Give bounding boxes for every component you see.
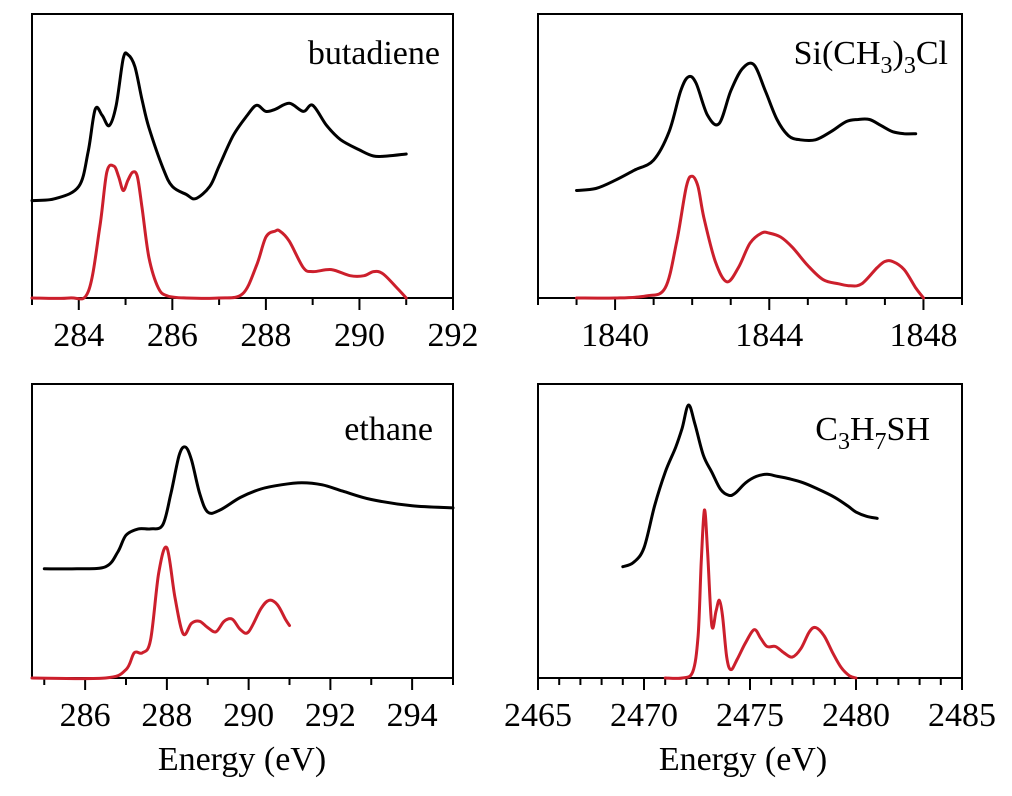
label-part: ) xyxy=(893,35,904,72)
series-group xyxy=(621,403,879,680)
label-part: C xyxy=(815,411,838,448)
series-line-black xyxy=(30,51,408,203)
label-part: Si(CH xyxy=(794,35,881,72)
series-line-red xyxy=(663,508,858,680)
x-tick-label: 286 xyxy=(147,317,198,354)
series-group xyxy=(30,51,408,301)
series-line-black xyxy=(621,403,879,569)
series-line-red xyxy=(30,545,291,681)
label-part: H xyxy=(850,411,875,448)
plot-frame xyxy=(537,13,963,299)
chart-label-ethane: ethane xyxy=(344,411,433,448)
x-axis-ticks: 2465 2470 2475 2480 2485 xyxy=(504,678,996,734)
series-group xyxy=(575,61,925,300)
chart-c3h7sh: 2465 2470 2475 2480 2485 C3H7SH Energy (eV) xyxy=(504,383,996,778)
chart-ethane: 286 288 290 292 294 ethane Energy (eV) xyxy=(30,383,455,778)
series-group xyxy=(30,445,455,681)
plot-frame xyxy=(31,13,454,299)
x-axis-title: Energy (eV) xyxy=(158,741,326,778)
x-tick-label: 2485 xyxy=(928,697,996,734)
chart-sich3-3cl: 1840 1844 1848 Si(CH3)3Cl xyxy=(537,13,963,354)
x-tick-label: 290 xyxy=(223,697,274,734)
x-tick-label: 1844 xyxy=(735,317,803,354)
series-line-black xyxy=(575,61,918,192)
x-tick-label: 294 xyxy=(387,697,438,734)
x-tick-label: 288 xyxy=(240,317,291,354)
label-part: SH xyxy=(887,411,930,448)
chart-label-butadiene: butadiene xyxy=(308,35,440,72)
x-tick-label: 288 xyxy=(141,697,192,734)
x-tick-label: 292 xyxy=(305,697,356,734)
plot-frame xyxy=(31,383,454,679)
label-part: Cl xyxy=(916,35,948,72)
x-axis-ticks: 286 288 290 292 294 xyxy=(43,678,454,734)
x-tick-label: 1840 xyxy=(581,317,649,354)
series-line-red xyxy=(575,174,925,300)
label-subscript: 3 xyxy=(904,53,916,79)
label-subscript: 3 xyxy=(838,429,850,455)
x-tick-label: 2470 xyxy=(610,697,678,734)
x-tick-label: 1848 xyxy=(889,317,957,354)
x-axis-ticks: 284 286 288 290 292 xyxy=(31,298,479,354)
label-subscript: 7 xyxy=(875,429,887,455)
x-tick-label: 2480 xyxy=(822,697,890,734)
chart-label-c3h7sh: C3H7SH xyxy=(815,411,930,455)
label-subscript: 3 xyxy=(881,53,893,79)
x-tick-label: 2465 xyxy=(504,697,572,734)
x-tick-label: 286 xyxy=(60,697,111,734)
x-axis-ticks: 1840 1844 1848 xyxy=(537,298,963,354)
chart-label-sich3-3cl: Si(CH3)3Cl xyxy=(794,35,948,79)
series-line-red xyxy=(30,163,408,301)
series-line-black xyxy=(42,445,455,571)
x-tick-label: 292 xyxy=(428,317,479,354)
x-tick-label: 290 xyxy=(334,317,385,354)
x-axis-title: Energy (eV) xyxy=(659,741,827,778)
x-tick-label: 2475 xyxy=(716,697,784,734)
x-tick-label: 284 xyxy=(53,317,104,354)
chart-butadiene: 284 286 288 290 292 butadiene xyxy=(30,13,479,354)
